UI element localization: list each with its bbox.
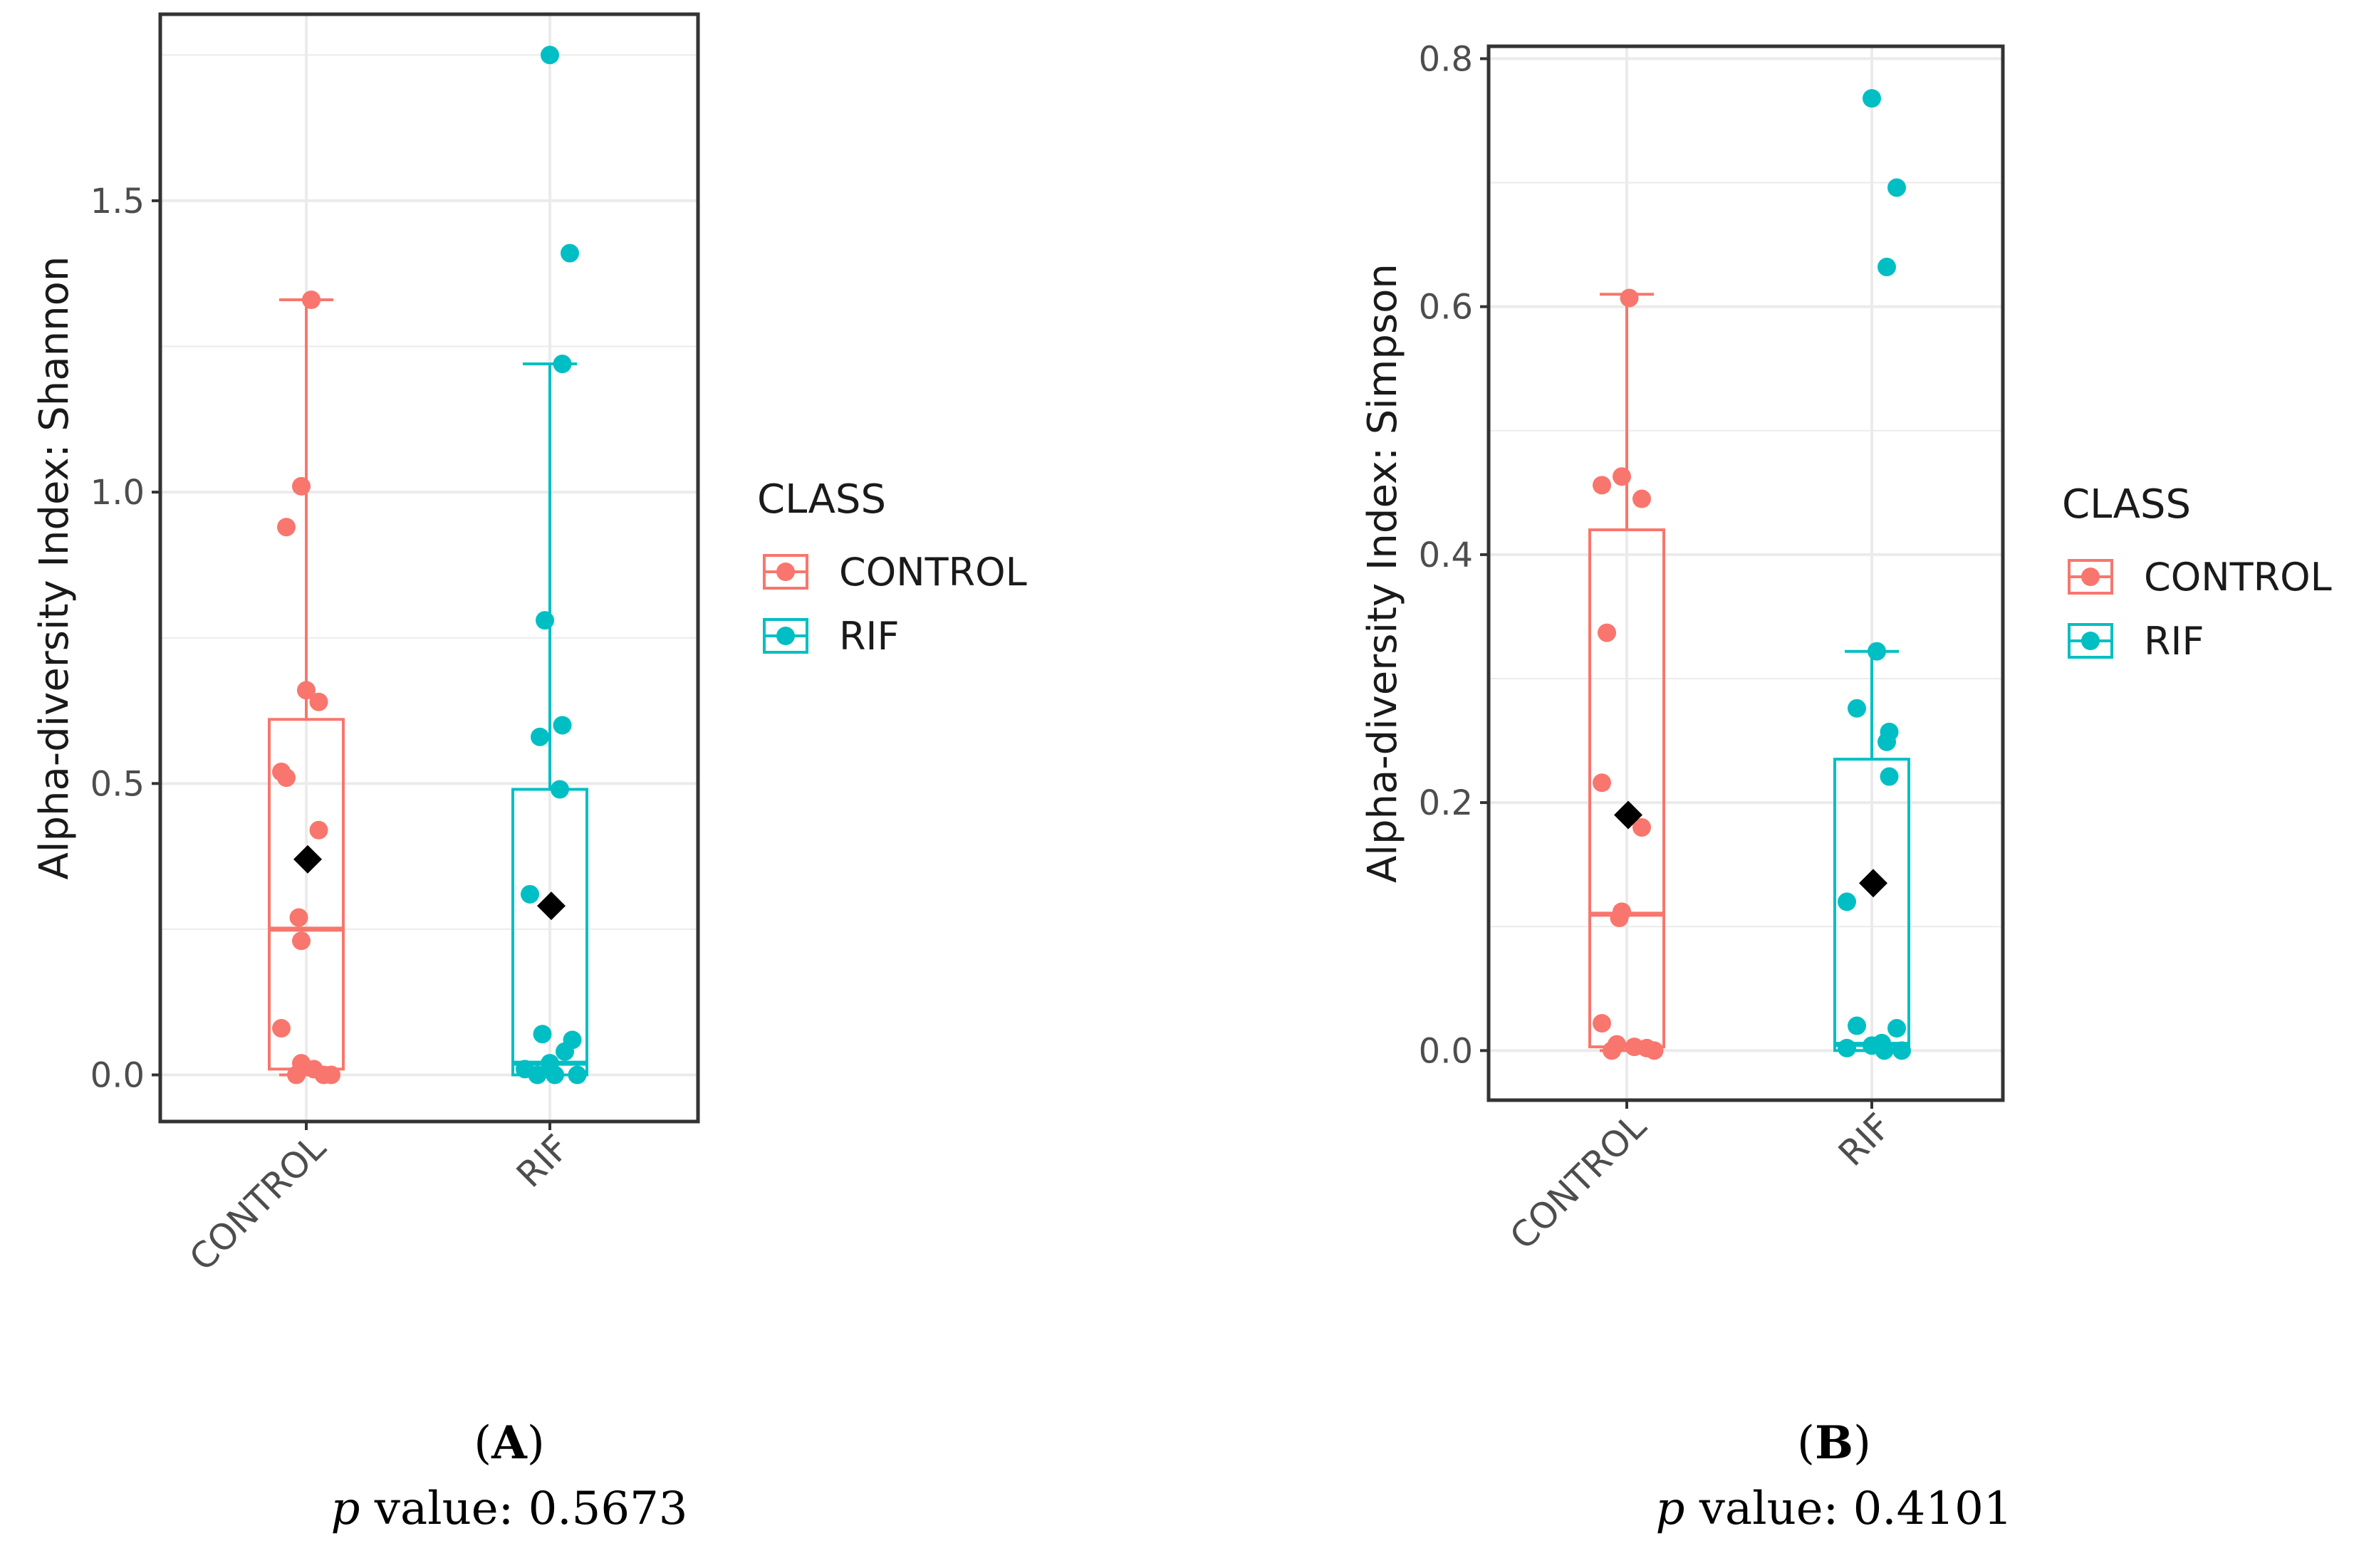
legend-key-point (2081, 568, 2100, 586)
x-tick-label: RIF (1830, 1105, 1899, 1174)
data-point-rif (1878, 257, 1896, 276)
data-point-control (1645, 1041, 1664, 1060)
data-point-rif (541, 46, 559, 65)
data-point-rif (1880, 767, 1899, 786)
legend-label-rif: RIF (2144, 619, 2204, 664)
data-point-control (277, 768, 296, 788)
data-point-rif (521, 884, 539, 904)
data-point-control (1613, 467, 1631, 486)
data-point-control (1603, 1041, 1621, 1060)
data-point-control (287, 1065, 306, 1084)
y-axis-title: Alpha-diversity Index: Shannon (31, 256, 78, 880)
data-point-rif (556, 1042, 574, 1061)
data-point-rif (1838, 1038, 1856, 1057)
legend-label-rif: RIF (839, 614, 900, 659)
data-point-rif (1863, 89, 1881, 108)
data-point-rif (1838, 892, 1856, 911)
mean-marker-control (1614, 800, 1642, 830)
legend-title: CLASS (757, 476, 886, 523)
y-tick-label: 0.4 (1419, 535, 1473, 575)
data-point-control (297, 681, 316, 700)
mean-marker-control (293, 845, 322, 874)
legend-label-control: CONTROL (839, 550, 1027, 595)
data-point-rif (1848, 1016, 1866, 1035)
y-tick-label: 0.0 (90, 1056, 145, 1096)
mean-marker-rif (1859, 869, 1887, 898)
data-point-control (309, 692, 328, 711)
legend-title: CLASS (2062, 481, 2191, 528)
y-tick-label: 0.0 (1419, 1031, 1473, 1071)
panel-label: (A) (474, 1416, 545, 1470)
x-tick-label: CONTROL (182, 1127, 334, 1279)
data-point-rif (561, 244, 579, 263)
data-point-rif (1868, 642, 1886, 661)
data-point-rif (536, 611, 554, 630)
data-point-rif (1892, 1041, 1911, 1060)
data-point-rif (531, 727, 549, 746)
panel-border (1486, 44, 2005, 1102)
data-point-rif (553, 716, 572, 735)
data-point-control (1620, 288, 1639, 308)
data-point-control (1593, 1014, 1611, 1033)
legend-label-control: CONTROL (2144, 555, 2332, 600)
data-point-control (322, 1065, 340, 1084)
data-point-rif (1887, 178, 1906, 197)
y-tick-label: 0.2 (1419, 783, 1473, 823)
legend: CLASS CONTROL RIF (757, 476, 1027, 659)
data-point-rif (551, 780, 569, 799)
y-tick-label: 0.5 (90, 764, 145, 804)
data-point-rif (1878, 732, 1896, 751)
data-point-control (309, 820, 328, 840)
data-point-rif (533, 1025, 552, 1044)
chart-panel-b: 0.0 0.2 0.4 0.6 0.8 CONTROL RIF Alpha-diversity… (1360, 39, 2332, 1535)
data-point-control (1593, 476, 1611, 495)
data-point-control (292, 931, 311, 951)
x-tick-label: RIF (509, 1127, 577, 1195)
data-point-control (1632, 817, 1651, 837)
p-value-caption: p value: 0.4101 (1655, 1483, 2012, 1535)
y-tick-label: 0.8 (1419, 39, 1473, 79)
data-point-control (277, 518, 296, 537)
data-point-control (292, 476, 311, 496)
data-point-rif (553, 355, 572, 374)
data-point-control (1593, 773, 1611, 793)
panel-label: (B) (1797, 1416, 1871, 1470)
mean-marker-rif (537, 892, 566, 921)
data-point-control (289, 908, 308, 927)
data-point-rif (1875, 1041, 1894, 1060)
data-point-rif (1848, 699, 1866, 718)
panel-border (158, 12, 700, 1124)
y-axis-title: Alpha-diversity Index: Simpson (1360, 263, 1406, 883)
plot-background (1489, 46, 2003, 1100)
y-tick-label: 1.0 (90, 473, 145, 513)
legend-key-point (776, 627, 795, 645)
data-point-rif (528, 1065, 547, 1084)
p-value-caption: p value: 0.5673 (330, 1483, 687, 1535)
data-point-rif (568, 1065, 587, 1084)
data-point-control (1632, 489, 1651, 508)
data-point-rif (1887, 1019, 1906, 1038)
y-tick-label: 0.6 (1419, 288, 1473, 328)
legend-key-point (2081, 632, 2100, 650)
data-point-control (1598, 623, 1616, 642)
plot-background (160, 14, 698, 1122)
chart-panel-a: 0.0 0.5 1.0 1.5 CONTROL RIF Alpha-diversity In… (31, 12, 1027, 1535)
legend-key-point (776, 563, 795, 581)
data-point-control (302, 291, 321, 310)
x-tick-label: CONTROL (1502, 1105, 1655, 1258)
data-point-control (272, 1019, 291, 1038)
data-point-control (1610, 909, 1629, 928)
y-tick-label: 1.5 (90, 182, 145, 221)
legend: CLASS CONTROL RIF (2062, 481, 2332, 664)
data-point-rif (546, 1065, 564, 1084)
